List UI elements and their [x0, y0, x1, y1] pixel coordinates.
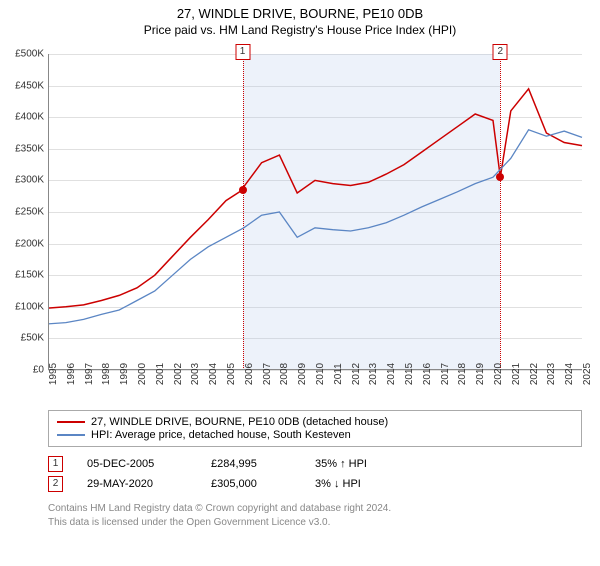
legend-item: HPI: Average price, detached house, Sout… [57, 429, 573, 441]
series-line [48, 89, 582, 308]
sale-date: 29-MAY-2020 [87, 478, 187, 490]
x-tick-label: 2009 [297, 363, 308, 385]
plot-area: 12 [48, 54, 582, 370]
sale-row: 1 05-DEC-2005 £284,995 35% ↑ HPI [48, 456, 582, 472]
legend-item: 27, WINDLE DRIVE, BOURNE, PE10 0DB (deta… [57, 416, 573, 428]
x-tick-label: 2019 [475, 363, 486, 385]
x-tick-label: 1997 [84, 363, 95, 385]
y-tick-label: £200K [2, 238, 44, 249]
y-tick-label: £50K [2, 333, 44, 344]
x-tick-label: 2013 [368, 363, 379, 385]
legend-swatch [57, 421, 85, 423]
sale-number-badge: 2 [48, 476, 63, 492]
x-tick-label: 2020 [493, 363, 504, 385]
x-tick-label: 2017 [440, 363, 451, 385]
x-tick-label: 1998 [101, 363, 112, 385]
x-tick-label: 2006 [244, 363, 255, 385]
sale-dot [496, 173, 504, 181]
x-tick-label: 1996 [66, 363, 77, 385]
x-tick-label: 1999 [119, 363, 130, 385]
x-tick-label: 2015 [404, 363, 415, 385]
series-line [48, 130, 582, 324]
x-tick-label: 2023 [546, 363, 557, 385]
legend-swatch [57, 434, 85, 436]
y-tick-label: £250K [2, 207, 44, 218]
sales-table: 1 05-DEC-2005 £284,995 35% ↑ HPI 2 29-MAY-202… [48, 452, 582, 496]
x-tick-label: 2002 [173, 363, 184, 385]
chart-subtitle: Price paid vs. HM Land Registry's House … [0, 23, 600, 37]
sale-delta: 3% ↓ HPI [315, 478, 415, 490]
y-tick-label: £150K [2, 270, 44, 281]
x-tick-label: 1995 [48, 363, 59, 385]
x-tick-label: 2008 [279, 363, 290, 385]
legend-label: 27, WINDLE DRIVE, BOURNE, PE10 0DB (deta… [91, 416, 388, 428]
sale-row: 2 29-MAY-2020 £305,000 3% ↓ HPI [48, 476, 582, 492]
chart-title: 27, WINDLE DRIVE, BOURNE, PE10 0DB [0, 6, 600, 21]
x-tick-label: 2018 [457, 363, 468, 385]
x-tick-label: 2024 [564, 363, 575, 385]
legend-label: HPI: Average price, detached house, Sout… [91, 429, 351, 441]
y-tick-label: £300K [2, 175, 44, 186]
y-tick-label: £350K [2, 143, 44, 154]
x-tick-label: 2014 [386, 363, 397, 385]
x-tick-label: 2000 [137, 363, 148, 385]
x-tick-label: 2011 [333, 363, 344, 385]
x-tick-label: 2003 [190, 363, 201, 385]
x-tick-label: 2016 [422, 363, 433, 385]
y-tick-label: £500K [2, 49, 44, 60]
sale-price: £284,995 [211, 458, 291, 470]
x-tick-label: 2022 [529, 363, 540, 385]
x-tick-label: 2007 [262, 363, 273, 385]
sale-price: £305,000 [211, 478, 291, 490]
footer-line-2: This data is licensed under the Open Gov… [48, 516, 582, 530]
footer-line-1: Contains HM Land Registry data © Crown c… [48, 502, 582, 516]
sale-date: 05-DEC-2005 [87, 458, 187, 470]
y-tick-label: £400K [2, 112, 44, 123]
x-tick-label: 2021 [511, 363, 522, 385]
legend: 27, WINDLE DRIVE, BOURNE, PE10 0DB (deta… [48, 410, 582, 447]
x-tick-label: 2010 [315, 363, 326, 385]
sale-marker-box: 2 [493, 44, 508, 60]
sale-number-badge: 1 [48, 456, 63, 472]
x-tick-label: 2005 [226, 363, 237, 385]
y-tick-label: £450K [2, 80, 44, 91]
sale-delta: 35% ↑ HPI [315, 458, 415, 470]
footer-attribution: Contains HM Land Registry data © Crown c… [48, 502, 582, 529]
x-tick-label: 2001 [155, 363, 166, 385]
x-tick-label: 2025 [582, 363, 593, 385]
y-tick-label: £0 [2, 365, 44, 376]
x-tick-label: 2004 [208, 363, 219, 385]
x-tick-label: 2012 [351, 363, 362, 385]
y-tick-label: £100K [2, 301, 44, 312]
sale-marker-box: 1 [235, 44, 250, 60]
sale-dot [239, 186, 247, 194]
